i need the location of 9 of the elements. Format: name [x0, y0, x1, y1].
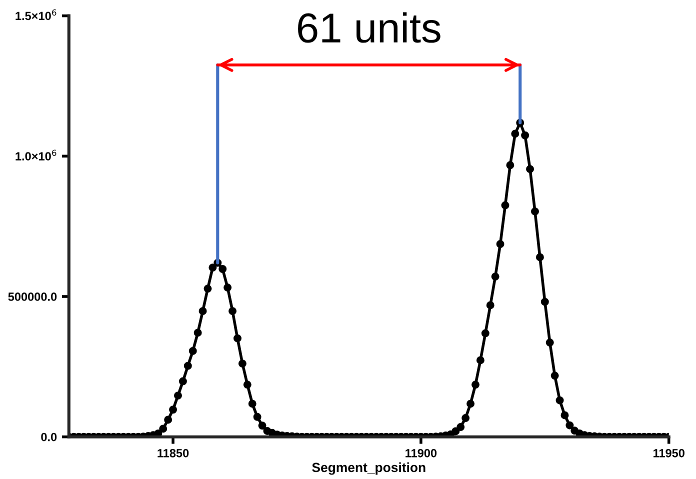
x-tick-label: 11950	[654, 448, 684, 458]
y-tick-label: 500000.0	[8, 292, 57, 301]
x-axis-title: Segment_position	[312, 462, 426, 475]
x-tick-label: 11900	[406, 448, 437, 458]
annotation: 61 units	[298, 12, 440, 43]
x-tick-label: 11850	[158, 448, 189, 458]
y-tick-label: 1.5×10$^{6}$	[16, 9, 56, 20]
y-tick-label: 0.0	[41, 432, 57, 442]
y-tick-label: 1.0×10$^{6}$	[16, 150, 56, 160]
